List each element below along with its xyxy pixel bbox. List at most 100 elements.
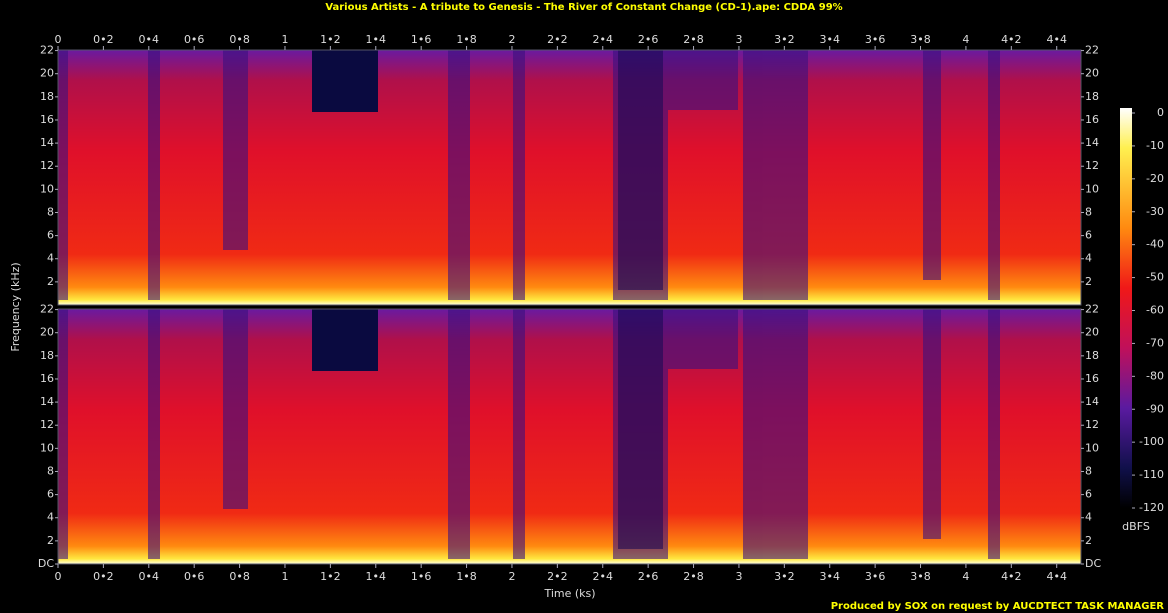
- colorbar-tick-label: -10: [1146, 139, 1164, 152]
- x-tick-label: 1: [281, 570, 288, 583]
- y-tick-label: 22: [1085, 44, 1099, 57]
- x-tick-label: 3: [735, 570, 742, 583]
- x-tick-label: 3•4: [819, 33, 840, 46]
- x-tick-label: 0•8: [229, 33, 250, 46]
- y-tick-label: 22: [40, 44, 54, 57]
- y-tick-label: 10: [1085, 182, 1099, 195]
- y-tick-label: 20: [40, 67, 54, 80]
- x-tick-label: 3•2: [774, 570, 795, 583]
- colorbar-tick-label: -90: [1146, 402, 1164, 415]
- y-tick-label: 2: [1085, 534, 1092, 547]
- x-tick-label: 3: [735, 33, 742, 46]
- y-tick-label: 6: [1085, 229, 1092, 242]
- y-tick-label: 2: [47, 275, 54, 288]
- x-tick-label: 1: [281, 33, 288, 46]
- x-tick-label: 1•8: [456, 570, 477, 583]
- x-tick-label: 1•6: [411, 570, 432, 583]
- colorbar-tick-label: -80: [1146, 369, 1164, 382]
- x-tick-label: 0•4: [139, 33, 160, 46]
- colorbar-tick-label: -70: [1146, 336, 1164, 349]
- x-tick-label: 1•2: [320, 33, 341, 46]
- y-tick-label: 2: [47, 534, 54, 547]
- y-tick-label: 14: [40, 136, 54, 149]
- y-tick-label: 8: [1085, 205, 1092, 218]
- y-tick-label: 22: [1085, 303, 1099, 316]
- y-tick-label: 20: [40, 326, 54, 339]
- y-tick-label: 16: [1085, 113, 1099, 126]
- x-tick-label: 0: [55, 33, 62, 46]
- x-tick-label: 0•8: [229, 570, 250, 583]
- y-tick-label: 16: [1085, 372, 1099, 385]
- colorbar-tick-label: -50: [1146, 271, 1164, 284]
- chart-title: Various Artists - A tribute to Genesis -…: [325, 2, 842, 13]
- y-tick-label: 8: [47, 464, 54, 477]
- x-tick-label: 1•4: [366, 33, 387, 46]
- y-tick-label: 22: [40, 303, 54, 316]
- x-tick-label: 0•4: [139, 570, 160, 583]
- x-tick-label: 2•8: [683, 33, 704, 46]
- y-tick-label: 10: [40, 441, 54, 454]
- plot-frame: [57, 308, 1082, 565]
- x-tick-label: 0: [55, 570, 62, 583]
- y-tick-label: 8: [1085, 464, 1092, 477]
- x-tick-label: 2•6: [638, 570, 659, 583]
- x-tick-label: 3•4: [819, 570, 840, 583]
- y-tick-label: 16: [40, 372, 54, 385]
- y-tick-label: 4: [1085, 511, 1092, 524]
- x-tick-label: 2•8: [683, 570, 704, 583]
- colorbar-tick-label: -100: [1139, 435, 1164, 448]
- y-tick-label: 14: [40, 395, 54, 408]
- x-tick-label: 4•2: [1001, 33, 1022, 46]
- colorbar-tick-label: 0: [1157, 106, 1164, 119]
- y-tick-label: 18: [1085, 349, 1099, 362]
- y-tick-label: 18: [1085, 90, 1099, 103]
- spectrogram-channel-2: [58, 309, 1081, 564]
- y-tick-label: 12: [40, 159, 54, 172]
- spectrogram-channel-1: [58, 50, 1081, 305]
- colorbar-tick-label: -30: [1146, 205, 1164, 218]
- x-tick-label: 2•4: [593, 570, 614, 583]
- x-tick-label: 1•6: [411, 33, 432, 46]
- x-tick-label: 2•4: [593, 33, 614, 46]
- x-tick-label: 0•2: [93, 570, 114, 583]
- x-tick-label: 0•6: [184, 33, 205, 46]
- x-tick-label: 0•6: [184, 570, 205, 583]
- x-tick-label: 3•6: [865, 570, 886, 583]
- footer: Produced by SOX on request by AUCDTECT T…: [831, 601, 1165, 612]
- y-tick-label: 20: [1085, 67, 1099, 80]
- y-tick-label: 8: [47, 205, 54, 218]
- x-tick-label: 3•2: [774, 33, 795, 46]
- y-tick-label: DC: [1085, 557, 1101, 570]
- y-tick-label: 4: [47, 252, 54, 265]
- colorbar-tick-label: -110: [1139, 468, 1164, 481]
- x-axis-label: Time (ks): [543, 587, 595, 600]
- y-axis-label: Frequency (kHz): [9, 262, 22, 351]
- colorbar-tick-label: -20: [1146, 172, 1164, 185]
- x-tick-label: 2: [508, 570, 515, 583]
- y-tick-label: 2: [1085, 275, 1092, 288]
- colorbar-label: dBFS: [1122, 520, 1150, 533]
- x-tick-label: 2•6: [638, 33, 659, 46]
- plot-frame: [57, 49, 1082, 306]
- y-tick-label: 6: [47, 488, 54, 501]
- x-tick-label: 0•2: [93, 33, 114, 46]
- x-tick-label: 2•2: [547, 33, 568, 46]
- y-tick-label: DC: [38, 557, 54, 570]
- y-tick-label: 10: [1085, 441, 1099, 454]
- y-tick-label: 12: [1085, 159, 1099, 172]
- x-tick-label: 1•2: [320, 570, 341, 583]
- x-tick-label: 2•2: [547, 570, 568, 583]
- y-tick-label: 12: [40, 418, 54, 431]
- colorbar-tick-label: -40: [1146, 238, 1164, 251]
- x-tick-label: 3•8: [910, 33, 931, 46]
- colorbar: [1120, 108, 1132, 508]
- x-tick-label: 4•4: [1046, 570, 1067, 583]
- x-tick-label: 4•4: [1046, 33, 1067, 46]
- y-tick-label: 18: [40, 349, 54, 362]
- colorbar-tick-label: -60: [1146, 304, 1164, 317]
- y-tick-label: 20: [1085, 326, 1099, 339]
- x-tick-label: 3•8: [910, 570, 931, 583]
- y-tick-label: 4: [47, 511, 54, 524]
- y-tick-label: 16: [40, 113, 54, 126]
